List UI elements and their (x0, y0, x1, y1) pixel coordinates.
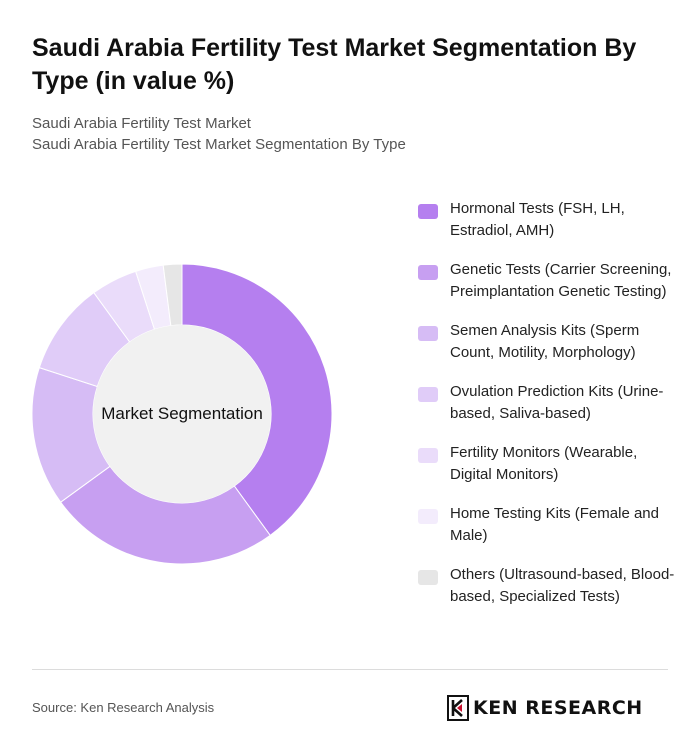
legend-swatch (418, 204, 438, 219)
legend-item: Others (Ultrasound-based, Blood-based, S… (418, 564, 680, 608)
source-note: Source: Ken Research Analysis (32, 700, 215, 715)
legend-item: Ovulation Prediction Kits (Urine-based, … (418, 381, 680, 425)
legend-swatch (418, 448, 438, 463)
legend-item: Genetic Tests (Carrier Screening, Preimp… (418, 259, 680, 303)
legend-swatch (418, 509, 438, 524)
legend-item: Hormonal Tests (FSH, LH, Estradiol, AMH) (418, 198, 680, 242)
legend-swatch (418, 326, 438, 341)
donut-chart-svg (31, 263, 333, 565)
ken-research-logo-icon (447, 695, 469, 721)
chart-subtitle: Saudi Arabia Fertility Test Market Saudi… (32, 113, 672, 155)
legend-label: Ovulation Prediction Kits (Urine-based, … (450, 383, 664, 422)
legend-item: Fertility Monitors (Wearable, Digital Mo… (418, 442, 680, 486)
legend-item: Semen Analysis Kits (Sperm Count, Motili… (418, 320, 680, 364)
legend-item: Home Testing Kits (Female and Male) (418, 503, 680, 547)
donut-slice-2 (59, 465, 271, 565)
subtitle-line-1: Saudi Arabia Fertility Test Market (32, 115, 251, 132)
footer-divider (32, 669, 668, 670)
logo-text: KEN RESEARCH (473, 697, 643, 719)
donut-slice-1 (181, 263, 333, 537)
chart-title: Saudi Arabia Fertility Test Market Segme… (32, 34, 637, 95)
legend-label: Genetic Tests (Carrier Screening, Preimp… (450, 261, 672, 300)
legend-label: Semen Analysis Kits (Sperm Count, Motili… (450, 322, 640, 361)
legend-swatch (418, 387, 438, 402)
chart-legend: Hormonal Tests (FSH, LH, Estradiol, AMH)… (418, 198, 680, 625)
donut-chart: Market Segmentation (30, 262, 334, 566)
ken-research-logo: KEN RESEARCH (447, 694, 643, 722)
donut-center-label: Market Segmentation (101, 404, 263, 423)
subtitle-line-2: Saudi Arabia Fertility Test Market Segme… (32, 136, 406, 153)
legend-label: Hormonal Tests (FSH, LH, Estradiol, AMH) (450, 200, 625, 239)
legend-label: Others (Ultrasound-based, Blood-based, S… (450, 566, 675, 605)
legend-swatch (418, 265, 438, 280)
donut-hole (93, 325, 271, 503)
legend-label: Home Testing Kits (Female and Male) (450, 505, 659, 544)
legend-swatch (418, 570, 438, 585)
legend-label: Fertility Monitors (Wearable, Digital Mo… (450, 444, 638, 483)
